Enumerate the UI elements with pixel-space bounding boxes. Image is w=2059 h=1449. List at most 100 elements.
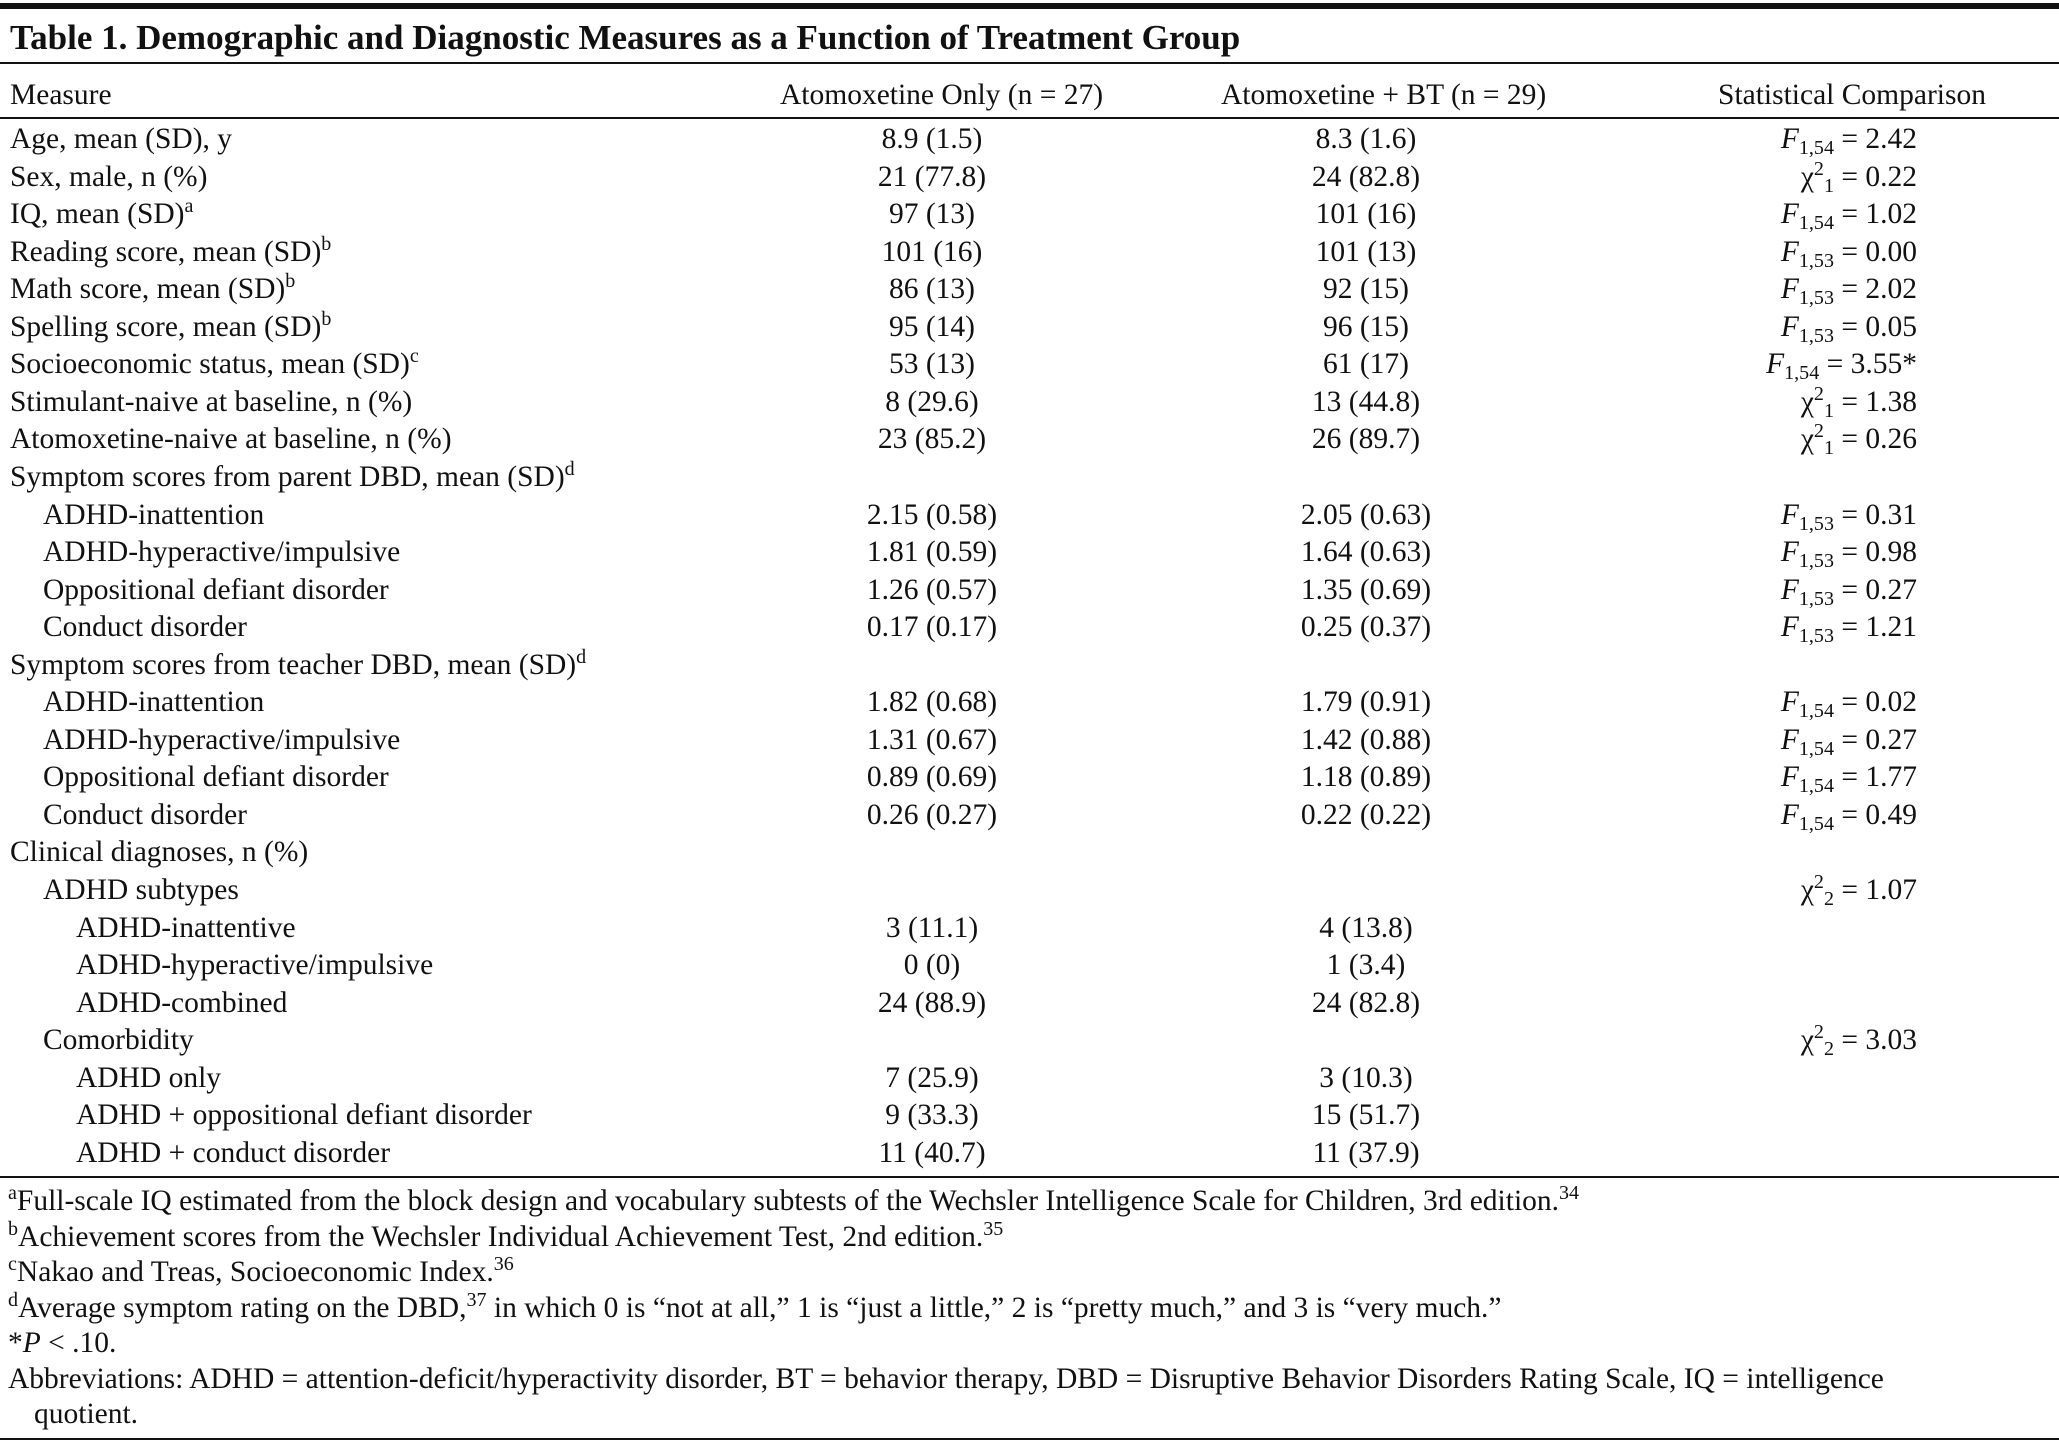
text-segment: = 3.55* xyxy=(1819,348,1917,381)
text-segment: 2 xyxy=(1813,870,1824,893)
table-row: Clinical diagnoses, n (%) xyxy=(0,834,2059,872)
table-row: Symptom scores from teacher DBD, mean (S… xyxy=(0,647,2059,685)
row-label: Conduct disorder xyxy=(43,611,248,644)
table-row: Oppositional defiant disorder 0.89 (0.69)… xyxy=(0,759,2059,797)
text-segment: 37 xyxy=(466,1288,487,1311)
text-segment: 2 xyxy=(1813,420,1824,443)
table-row: Conduct disorder 0.17 (0.17) 0.25 (0.37) F1… xyxy=(0,609,2059,647)
top-rule xyxy=(0,3,2059,9)
row-label: ADHD-inattention xyxy=(43,498,265,531)
stat-cell: F1,54 = 2.42 xyxy=(1617,121,1917,159)
text-segment: 1,54 xyxy=(1798,137,1834,160)
text-segment: = 0.05 xyxy=(1833,310,1917,343)
text-segment: F xyxy=(1780,498,1799,531)
stat-cell: F1,53 = 0.05 xyxy=(1617,309,1917,347)
value-cell: 8.9 (1.5) xyxy=(881,123,983,155)
text-segment: a xyxy=(184,195,194,218)
table-row: Age, mean (SD), y 8.9 (1.5) 8.3 (1.6) F1,54… xyxy=(0,121,2059,159)
value-cell: 0.22 (0.22) xyxy=(1300,798,1432,831)
value-cell: 9 (33.3) xyxy=(885,1099,979,1132)
text-segment: Nakao and Treas, Socioeconomic Index. xyxy=(16,1256,494,1288)
row-label: Oppositional defiant disorder xyxy=(43,761,389,794)
text-segment: d xyxy=(564,457,575,480)
text-segment: 2 xyxy=(1823,1038,1834,1061)
row-label: Math score, mean (SD)b xyxy=(10,271,295,309)
row-label: Symptom scores from teacher DBD, mean (S… xyxy=(10,647,586,685)
text-segment: 1 xyxy=(1823,399,1834,422)
text-segment: P xyxy=(22,1327,41,1359)
stat-cell: χ21 = 1.38 xyxy=(1617,384,1917,422)
value-cell: 4 (13.8) xyxy=(1319,911,1413,944)
text-segment: χ xyxy=(1800,423,1814,456)
table-row: ADHD + oppositional defiant disorder 9 (3… xyxy=(0,1097,2059,1135)
row-label: Spelling score, mean (SD)b xyxy=(10,309,331,347)
text-segment: F xyxy=(1780,798,1799,831)
row-label: Clinical diagnoses, n (%) xyxy=(10,836,309,869)
table-row: Oppositional defiant disorder 1.26 (0.57)… xyxy=(0,572,2059,610)
stat-cell: F1,54 = 0.02 xyxy=(1617,684,1917,722)
footnote: Abbreviations: ADHD = attention-deficit/… xyxy=(8,1362,1884,1431)
table-row: ADHD only 7 (25.9) 3 (10.3) xyxy=(0,1060,2059,1098)
text-segment: F xyxy=(1780,723,1799,756)
text-segment: 1 xyxy=(1823,174,1834,197)
column-header: Atomoxetine + BT (n = 29) xyxy=(1221,79,1547,111)
text-segment: = 0.31 xyxy=(1833,498,1917,531)
row-label: Oppositional defiant disorder xyxy=(43,573,389,606)
table-row: ADHD-inattention 2.15 (0.58) 2.05 (0.63) F1… xyxy=(0,497,2059,535)
value-cell: 53 (13) xyxy=(888,348,976,381)
table-row: Conduct disorder 0.26 (0.27) 0.22 (0.22) F1… xyxy=(0,797,2059,835)
row-label: ADHD subtypes xyxy=(43,874,239,906)
stat-cell: χ22 = 3.03 xyxy=(1617,1022,1917,1060)
table-row: Socioeconomic status, mean (SD)c 53 (13) 6… xyxy=(0,346,2059,384)
value-cell: 24 (82.8) xyxy=(1311,986,1421,1019)
table-row: ADHD-hyperactive/impulsive 1.81 (0.59) 1.6… xyxy=(0,534,2059,572)
text-segment: 1,54 xyxy=(1798,812,1834,835)
table-row: IQ, mean (SD)a 97 (13) 101 (16) F1,54 = 1.0… xyxy=(0,196,2059,234)
text-segment: = 3.03 xyxy=(1833,1024,1917,1057)
value-cell: 3 (11.1) xyxy=(885,911,979,944)
table-row: Comorbidity χ22 = 3.03 xyxy=(0,1022,2059,1060)
value-cell: 8.3 (1.6) xyxy=(1315,123,1417,155)
text-segment: 1,53 xyxy=(1798,287,1834,310)
value-cell: 0.89 (0.69) xyxy=(866,761,998,794)
text-segment: = 1.77 xyxy=(1833,761,1917,794)
footnote: dAverage symptom rating on the DBD,37 in… xyxy=(8,1288,1888,1327)
value-cell: 86 (13) xyxy=(888,273,976,306)
row-label: Symptom scores from parent DBD, mean (SD… xyxy=(10,459,575,497)
stat-cell: χ21 = 0.26 xyxy=(1617,421,1917,459)
text-segment: b xyxy=(8,1217,19,1240)
text-segment: 1,53 xyxy=(1798,512,1834,535)
row-label: ADHD-inattentive xyxy=(76,911,296,944)
value-cell: 26 (89.7) xyxy=(1311,423,1421,456)
text-segment: 1,53 xyxy=(1798,625,1834,648)
value-cell: 1.79 (0.91) xyxy=(1300,686,1432,719)
value-cell: 1.31 (0.67) xyxy=(866,723,998,756)
value-cell: 21 (77.8) xyxy=(877,160,987,193)
text-segment: = 0.22 xyxy=(1833,160,1917,193)
text-segment: 2 xyxy=(1813,157,1824,180)
value-cell: 2.15 (0.58) xyxy=(866,498,998,531)
stat-cell: F1,53 = 2.02 xyxy=(1617,271,1917,309)
text-segment: 1,54 xyxy=(1798,212,1834,235)
stat-cell: χ22 = 1.07 xyxy=(1617,872,1917,910)
text-segment: F xyxy=(1780,536,1799,569)
value-cell: 8 (29.6) xyxy=(885,385,979,418)
footnote: cNakao and Treas, Socioeconomic Index.36 xyxy=(8,1254,1888,1291)
stat-cell: χ21 = 0.22 xyxy=(1617,157,1917,197)
table-row: ADHD-hyperactive/impulsive 0 (0) 1 (3.4) xyxy=(0,947,2059,985)
text-segment: d xyxy=(8,1288,19,1311)
text-segment: b xyxy=(285,270,296,293)
table-row: ADHD + conduct disorder 11 (40.7) 11 (37.9… xyxy=(0,1135,2059,1173)
row-label: Reading score, mean (SD)b xyxy=(10,234,331,272)
value-cell: 1.26 (0.57) xyxy=(866,573,998,606)
row-label: ADHD + conduct disorder xyxy=(76,1136,391,1169)
stat-cell: F1,54 = 0.27 xyxy=(1617,722,1917,760)
value-cell: 1.18 (0.89) xyxy=(1300,761,1432,794)
text-segment: 2 xyxy=(1823,888,1834,911)
stat-cell: F1,54 = 1.77 xyxy=(1617,759,1917,797)
value-cell: 101 (16) xyxy=(881,235,983,268)
row-label: ADHD only xyxy=(76,1061,222,1094)
title-rule xyxy=(0,62,2059,64)
text-segment: = 0.27 xyxy=(1833,723,1917,756)
text-segment: b xyxy=(321,307,332,330)
